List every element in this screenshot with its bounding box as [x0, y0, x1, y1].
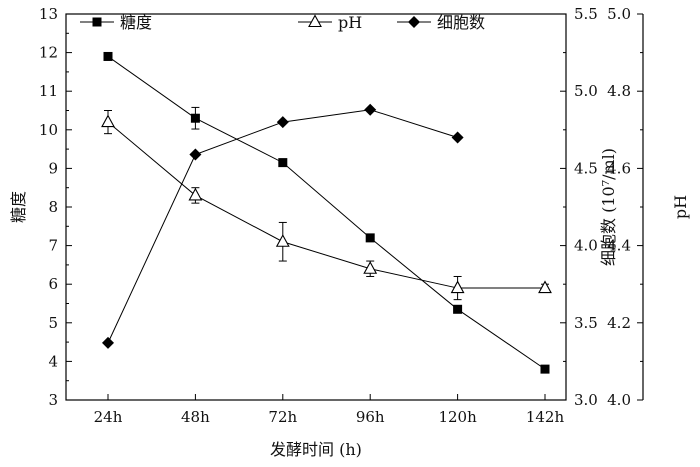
left-tick-label: 13 — [39, 5, 58, 23]
data-point — [540, 364, 550, 374]
right2-tick-label: 4.0 — [607, 391, 631, 409]
series-triangle-open — [101, 110, 552, 301]
data-point — [453, 304, 463, 314]
data-point — [451, 131, 464, 144]
left-axis: 3 4 5 6 7 8 9 10 11 12 13 — [39, 5, 72, 409]
right2-tick-label: 4.8 — [607, 82, 631, 100]
data-point — [275, 234, 290, 247]
data-point — [450, 280, 465, 294]
x-axis: 24h 48h 72h 96h 120h 142h — [94, 394, 565, 426]
data-point — [188, 187, 203, 201]
plot-area-border — [65, 13, 567, 401]
right2-tick-label: 4.4 — [607, 237, 631, 255]
data-point — [102, 336, 114, 349]
data-point — [276, 116, 289, 129]
data-point — [278, 158, 288, 168]
data-point — [103, 51, 113, 61]
left-axis-title: 糖度 — [9, 191, 28, 223]
right2-tick-label: 4.6 — [607, 159, 631, 177]
left-tick-label: 11 — [39, 82, 58, 100]
right-axis-ph: 4.0 4.2 4.4 4.6 4.8 5.0 — [607, 5, 644, 409]
legend-label: 糖度 — [120, 13, 152, 32]
series-square — [103, 51, 550, 374]
x-axis-title: 发酵时间 (h) — [270, 440, 362, 459]
right1-tick-label: 4.5 — [574, 159, 598, 177]
legend-label: 细胞数 — [437, 13, 485, 32]
x-tick-label: 142h — [526, 408, 565, 426]
legend-marker — [92, 17, 102, 27]
x-tick-label: 48h — [181, 408, 210, 426]
series-layer — [101, 51, 552, 374]
series-line — [107, 56, 546, 370]
data-point — [538, 280, 552, 294]
x-tick-label: 24h — [94, 408, 123, 426]
data-point — [190, 113, 200, 123]
right1-tick-label: 3.5 — [574, 314, 598, 332]
right1-tick-label: 4.0 — [574, 237, 598, 255]
right2-tick-label: 4.2 — [607, 314, 631, 332]
x-tick-label: 96h — [356, 408, 385, 426]
right-axis-cells: 3.0 3.5 4.0 4.5 5.0 5.5 — [560, 5, 598, 409]
legend-item: 糖度 — [80, 13, 152, 32]
legend-marker — [308, 14, 322, 28]
right-axis-ph-title: pH — [671, 195, 690, 219]
data-point — [365, 233, 375, 243]
left-tick-label: 3 — [48, 391, 58, 409]
series-line — [107, 121, 545, 289]
legend: 糖度 pH 细胞数 — [80, 13, 485, 32]
left-tick-label: 8 — [48, 198, 58, 216]
right1-tick-label: 5.5 — [574, 5, 598, 23]
left-tick-label: 4 — [48, 352, 58, 370]
left-tick-label: 10 — [39, 121, 58, 139]
left-tick-label: 9 — [48, 159, 58, 177]
data-point — [364, 103, 377, 116]
right-axis-cells-title: 细胞数 (10⁷/ml) — [599, 148, 618, 266]
legend-item: pH — [298, 13, 362, 32]
series-diamond — [102, 103, 464, 349]
x-tick-label: 72h — [268, 408, 297, 426]
left-tick-label: 5 — [48, 314, 58, 332]
legend-item: 细胞数 — [397, 13, 485, 32]
right1-tick-label: 3.0 — [574, 391, 598, 409]
data-point — [189, 148, 202, 161]
legend-label: pH — [338, 13, 362, 32]
right2-tick-label: 5.0 — [607, 5, 631, 23]
left-tick-label: 6 — [48, 275, 58, 293]
data-point — [363, 261, 378, 274]
plot-frame — [65, 13, 567, 401]
left-tick-label: 7 — [48, 237, 58, 255]
x-tick-label: 120h — [438, 408, 477, 426]
right1-tick-label: 5.0 — [574, 82, 598, 100]
legend-marker — [408, 16, 420, 28]
left-tick-label: 12 — [39, 44, 58, 62]
data-point — [101, 114, 115, 128]
